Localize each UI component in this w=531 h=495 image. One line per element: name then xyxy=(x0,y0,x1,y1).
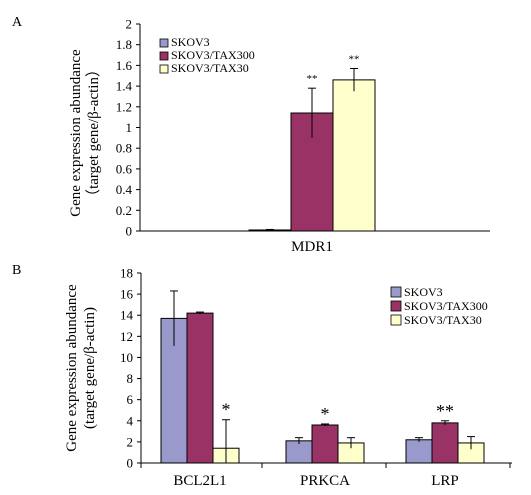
y-tick-label: 1.2 xyxy=(116,99,132,114)
legend-swatch xyxy=(390,300,402,312)
bar-mdr1-skov3-tax30 xyxy=(332,79,376,232)
y-tick-label: 2 xyxy=(126,17,133,32)
bar-prkca-skov3-tax300 xyxy=(311,424,339,464)
legend-swatch xyxy=(390,286,402,298)
y-tick-label: 14 xyxy=(120,308,134,323)
significance-marker: ** xyxy=(436,401,454,421)
legend-swatch xyxy=(390,314,402,326)
significance-marker: * xyxy=(222,400,231,420)
legend-label: SKOV3/TAX30 xyxy=(171,61,249,75)
bar-bcl2l1-skov3-tax300 xyxy=(186,312,214,464)
y-tick-label: 18 xyxy=(120,266,133,281)
significance-marker: ** xyxy=(307,73,318,85)
panel-a-ylabel-line1: Gene expression abundance xyxy=(68,49,84,217)
y-tick-label: 2 xyxy=(127,434,134,449)
bar-lrp-skov3 xyxy=(405,439,433,464)
panel-b-ylabel-line1: Gene expression abundance xyxy=(64,284,80,452)
legend-label: SKOV3/TAX30 xyxy=(404,313,482,327)
y-tick-label: 0.4 xyxy=(116,182,133,197)
panel-b-label: B xyxy=(12,263,21,278)
panel-b: B Gene expression abundance (target gene… xyxy=(12,263,512,489)
bar-prkca-skov3 xyxy=(285,440,313,464)
legend-swatch xyxy=(159,51,169,61)
y-tick-label: 16 xyxy=(120,287,134,302)
y-tick-label: 0.6 xyxy=(116,161,133,176)
legend-swatch xyxy=(159,64,169,74)
legend-label: SKOV3/TAX300 xyxy=(171,48,255,62)
y-tick-label: 6 xyxy=(127,392,134,407)
y-tick-label: 10 xyxy=(120,350,133,365)
y-tick-label: 8 xyxy=(127,371,134,386)
y-tick-label: 1.6 xyxy=(116,58,133,73)
significance-marker: ** xyxy=(349,54,360,66)
panel-a: A Gene expression abundance （target gene… xyxy=(12,15,490,255)
y-tick-label: 1.4 xyxy=(116,79,133,94)
panel-b-ylabel-line2: (target gene/β-actin) xyxy=(82,307,98,429)
y-tick-label: 12 xyxy=(120,329,133,344)
y-tick-label: 0 xyxy=(127,456,134,471)
y-tick-label: 0 xyxy=(126,224,133,239)
legend-label: SKOV3 xyxy=(171,35,210,49)
panel-a-ylabel-line2: （target gene/β-actin） xyxy=(85,62,102,204)
y-tick-label: 1.8 xyxy=(116,37,132,52)
y-tick-label: 4 xyxy=(127,413,134,428)
legend-swatch xyxy=(159,38,169,48)
x-category-label: MDR1 xyxy=(291,239,333,255)
x-category-label: LRP xyxy=(431,473,459,489)
significance-marker: * xyxy=(321,404,330,424)
y-tick-label: 0.2 xyxy=(116,203,132,218)
x-category-label: BCL2L1 xyxy=(173,473,226,489)
bar-lrp-skov3-tax300 xyxy=(431,422,459,464)
legend-label: SKOV3/TAX300 xyxy=(404,299,488,313)
legend-label: SKOV3 xyxy=(404,285,443,299)
panel-a-label: A xyxy=(12,15,23,30)
x-category-label: PRKCA xyxy=(300,473,350,489)
y-tick-label: 0.8 xyxy=(116,141,132,156)
y-tick-label: 1 xyxy=(126,120,133,135)
